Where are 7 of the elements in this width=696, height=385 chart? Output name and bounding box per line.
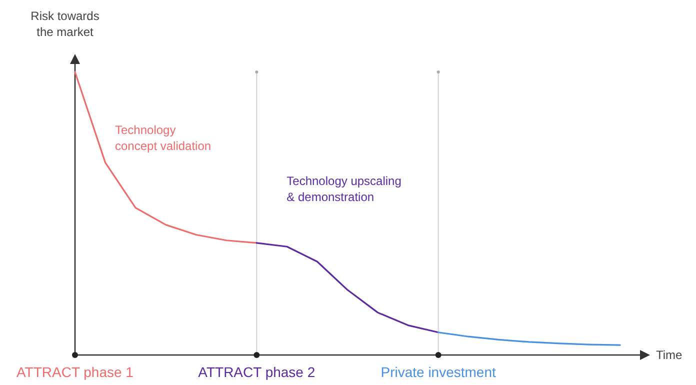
x-tick-label: ATTRACT phase 2 [198, 364, 316, 380]
x-tick-label: Private investment [380, 364, 496, 380]
x-axis-title: Time [656, 348, 683, 362]
y-axis-title: Risk towards the market [30, 9, 100, 39]
text: Technology upscaling & demonstration [286, 174, 402, 204]
x-tick-label: ATTRACT phase 1 [16, 364, 134, 380]
series-label: Technology concept validation [115, 123, 212, 153]
